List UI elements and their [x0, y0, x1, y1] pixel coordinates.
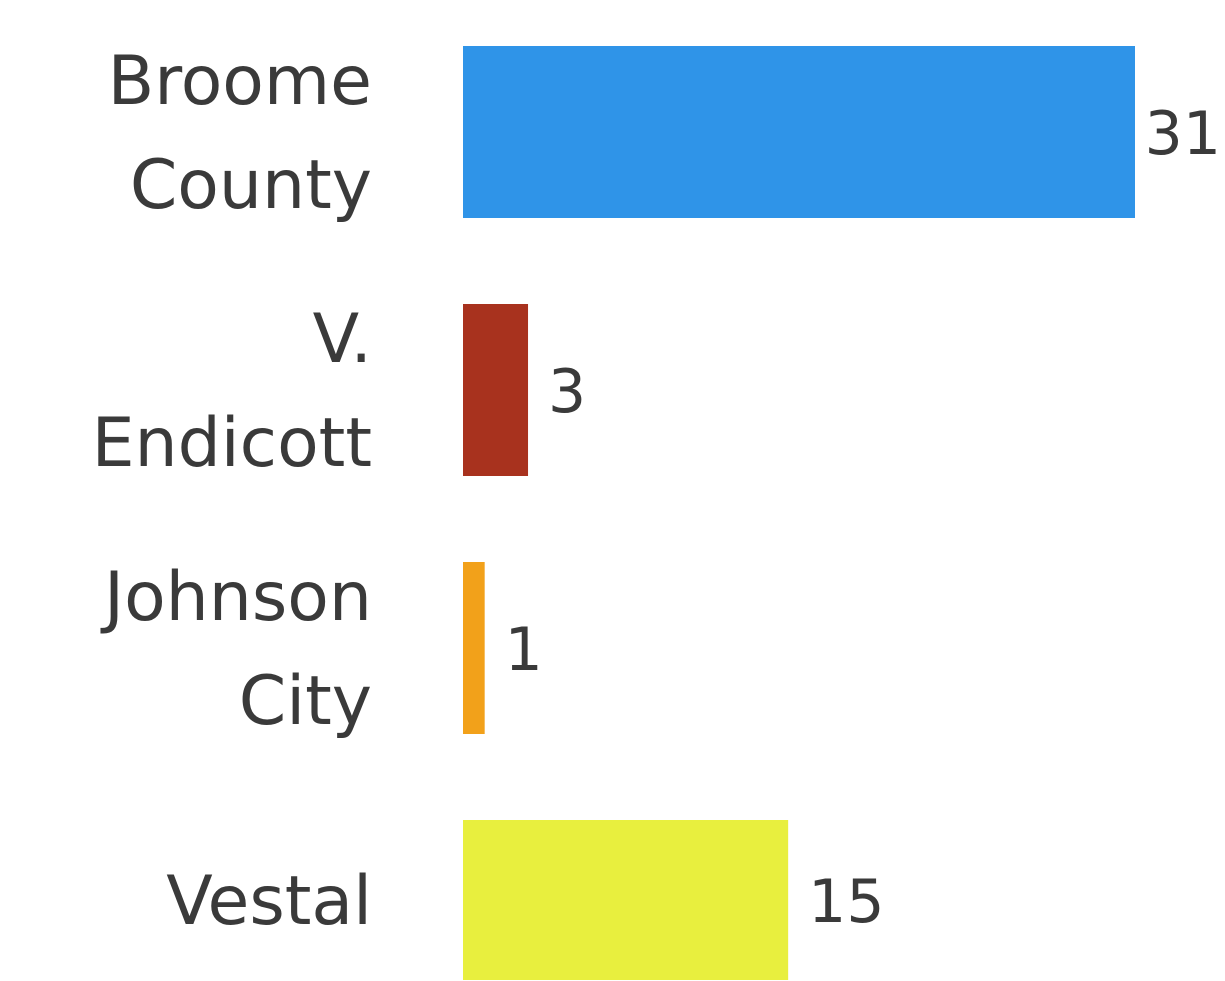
category-label-line: County	[130, 146, 372, 225]
category-label-johnson-city: Johnson City	[100, 558, 372, 741]
bar-v-endicott	[463, 304, 529, 476]
category-label-broome-county: Broome County	[108, 42, 372, 225]
bar-johnson-city	[463, 562, 485, 734]
category-labels: Broome County V. Endicott Johnson City Vestal	[92, 42, 372, 941]
category-label-v-endicott: V. Endicott	[92, 300, 372, 483]
bar-broome-county	[463, 46, 1135, 218]
category-label-vestal: Vestal	[166, 862, 372, 941]
category-label-line: Endicott	[92, 404, 372, 483]
category-label-line: Johnson	[100, 558, 372, 637]
category-label-line: Vestal	[166, 862, 372, 941]
category-label-line: V.	[313, 300, 372, 379]
bar-vestal	[463, 820, 789, 980]
category-label-line: City	[239, 662, 372, 741]
bars	[463, 46, 1135, 980]
value-label-vestal: 15	[808, 867, 884, 937]
value-label-broome-county: 31	[1145, 99, 1221, 169]
value-label-v-endicott: 3	[548, 357, 586, 427]
category-label-line: Broome	[108, 42, 372, 121]
value-label-johnson-city: 1	[505, 615, 543, 685]
